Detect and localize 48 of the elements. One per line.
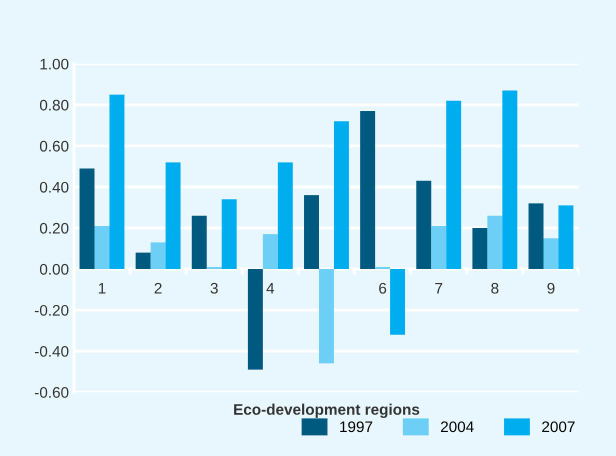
- x-tick-label: 6: [379, 282, 386, 294]
- bar: [543, 238, 558, 270]
- bar: [222, 199, 237, 270]
- y-tick-label: 1.00: [40, 58, 68, 70]
- bar: [390, 269, 406, 335]
- bar: [502, 90, 518, 270]
- bar: [487, 216, 502, 270]
- bar: [166, 162, 181, 270]
- x-tick-label: 1: [98, 283, 106, 294]
- bar: [375, 266, 390, 270]
- legend-label: 1997: [340, 421, 372, 432]
- bar: [80, 168, 94, 270]
- bar: [528, 203, 544, 270]
- bar: [109, 94, 124, 270]
- bar: [304, 195, 319, 270]
- y-tick-label: 0.60: [40, 140, 68, 152]
- y-tick-label: -0.20: [34, 304, 68, 316]
- bar: [248, 269, 263, 370]
- x-tick-label: 3: [210, 282, 218, 294]
- x-tick-label: 7: [435, 283, 442, 294]
- bar: [94, 226, 110, 270]
- x-tick-label: 8: [491, 282, 498, 294]
- x-tick-label: 2: [154, 282, 162, 294]
- bar: [262, 234, 278, 270]
- bar: [334, 121, 349, 270]
- bar: [150, 242, 166, 270]
- bar: [318, 269, 334, 364]
- bar: [416, 180, 432, 270]
- x-tick-label: 9: [547, 282, 554, 294]
- bar: [472, 228, 488, 270]
- legend-label: 2007: [542, 421, 575, 432]
- bar: [431, 226, 446, 270]
- y-tick-label: 0.40: [40, 182, 68, 193]
- x-axis-title: Eco-development regions: [234, 404, 420, 418]
- y-tick-label: 0.20: [40, 222, 68, 234]
- y-tick-label: -0.60: [34, 387, 68, 398]
- y-tick-label: 0.80: [40, 100, 68, 111]
- bar: [360, 111, 376, 270]
- x-tick-label: 4: [266, 283, 274, 294]
- bar: [278, 162, 293, 270]
- legend-label: 2004: [440, 421, 474, 432]
- y-tick-label: -0.40: [34, 346, 68, 357]
- y-tick-label: 0.00: [40, 264, 68, 275]
- bar: [558, 205, 574, 270]
- bar: [136, 252, 151, 270]
- bar: [192, 216, 207, 270]
- bar: [446, 100, 462, 270]
- bar: [206, 266, 222, 270]
